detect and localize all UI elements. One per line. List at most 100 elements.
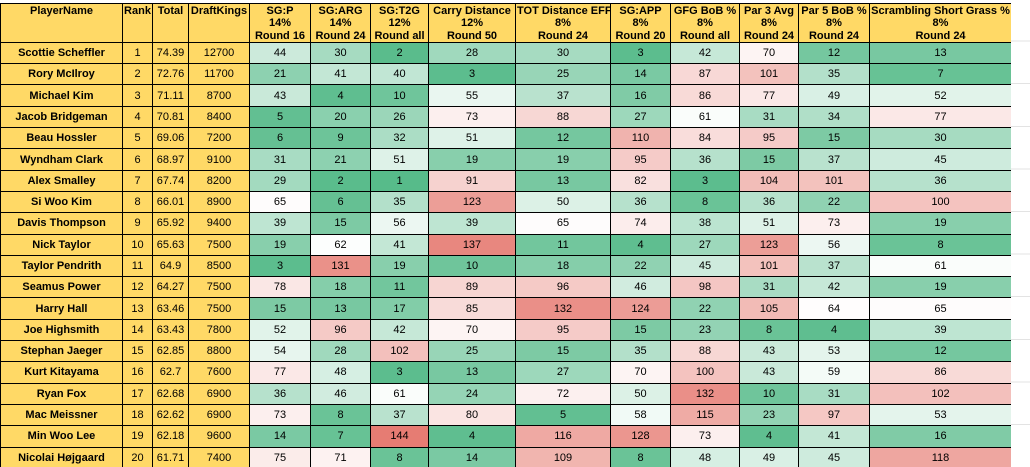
- stat-cell[interactable]: 48: [310, 361, 371, 384]
- stat-cell[interactable]: 36: [739, 190, 799, 214]
- rank-cell[interactable]: 16: [122, 361, 153, 384]
- rank-cell[interactable]: 11: [122, 254, 153, 278]
- stat-cell[interactable]: 16: [610, 84, 671, 107]
- stat-cell[interactable]: 39: [869, 318, 1012, 342]
- stat-cell[interactable]: 61: [869, 254, 1012, 278]
- player-name-cell[interactable]: Taylor Pendrith: [0, 254, 123, 278]
- stat-cell[interactable]: 5: [515, 403, 611, 427]
- stat-cell[interactable]: 61: [370, 382, 429, 405]
- stat-cell[interactable]: 70: [739, 41, 799, 65]
- draftkings-cell[interactable]: 7600: [188, 361, 250, 384]
- stat-cell[interactable]: 28: [310, 340, 371, 363]
- stat-cell[interactable]: 88: [515, 105, 611, 129]
- stat-cell[interactable]: 14: [610, 63, 671, 86]
- stat-cell[interactable]: 3: [249, 254, 311, 278]
- stat-cell[interactable]: 101: [739, 63, 799, 86]
- stat-cell[interactable]: 41: [310, 63, 371, 86]
- player-name-cell[interactable]: Seamus Power: [0, 276, 123, 299]
- stat-cell[interactable]: 100: [869, 190, 1012, 214]
- stat-cell[interactable]: 51: [428, 127, 516, 150]
- draftkings-cell[interactable]: 8500: [188, 254, 250, 278]
- stat-cell[interactable]: 35: [610, 340, 671, 363]
- stat-cell[interactable]: 22: [798, 190, 870, 214]
- player-name-cell[interactable]: Beau Hossler: [0, 127, 123, 150]
- stat-cell[interactable]: 80: [428, 403, 516, 427]
- stat-cell[interactable]: 101: [739, 254, 799, 278]
- draftkings-cell[interactable]: 9400: [188, 212, 250, 235]
- draftkings-cell[interactable]: 7500: [188, 233, 250, 256]
- stat-cell[interactable]: 15: [739, 148, 799, 171]
- stat-cell[interactable]: 29: [249, 169, 311, 192]
- stat-cell[interactable]: 56: [798, 233, 870, 256]
- stat-cell[interactable]: 9: [310, 127, 371, 150]
- player-name-cell[interactable]: Wyndham Clark: [0, 148, 123, 171]
- total-cell[interactable]: 68.97: [152, 148, 189, 171]
- header-stat-par-3-avg[interactable]: Par 3 Avg 8% Round 24: [739, 3, 799, 43]
- stat-cell[interactable]: 22: [610, 254, 671, 278]
- stat-cell[interactable]: 14: [428, 446, 516, 467]
- rank-cell[interactable]: 17: [122, 382, 153, 405]
- stat-cell[interactable]: 37: [370, 403, 429, 427]
- stat-cell[interactable]: 37: [515, 84, 611, 107]
- stat-cell[interactable]: 15: [515, 340, 611, 363]
- stat-cell[interactable]: 101: [798, 169, 870, 192]
- stat-cell[interactable]: 38: [670, 212, 740, 235]
- stat-cell[interactable]: 51: [370, 148, 429, 171]
- player-name-cell[interactable]: Scottie Scheffler: [0, 41, 123, 65]
- stat-cell[interactable]: 72: [515, 382, 611, 405]
- stat-cell[interactable]: 89: [428, 276, 516, 299]
- stat-cell[interactable]: 45: [869, 148, 1012, 171]
- total-cell[interactable]: 72.76: [152, 63, 189, 86]
- rank-cell[interactable]: 13: [122, 297, 153, 320]
- stat-cell[interactable]: 11: [515, 233, 611, 256]
- stat-cell[interactable]: 50: [515, 190, 611, 214]
- stat-cell[interactable]: 77: [739, 84, 799, 107]
- draftkings-cell[interactable]: 7200: [188, 127, 250, 150]
- player-name-cell[interactable]: Kurt Kitayama: [0, 361, 123, 384]
- player-name-cell[interactable]: Davis Thompson: [0, 212, 123, 235]
- stat-cell[interactable]: 1: [370, 169, 429, 192]
- draftkings-cell[interactable]: 8200: [188, 169, 250, 192]
- stat-cell[interactable]: 23: [670, 318, 740, 342]
- stat-cell[interactable]: 137: [428, 233, 516, 256]
- stat-cell[interactable]: 31: [739, 276, 799, 299]
- player-name-cell[interactable]: Nicolai Højgaard: [0, 446, 123, 467]
- rank-cell[interactable]: 14: [122, 318, 153, 342]
- total-cell[interactable]: 62.18: [152, 425, 189, 448]
- header-stat-carry-distance[interactable]: Carry Distance 12% Round 50: [428, 3, 516, 43]
- stat-cell[interactable]: 144: [370, 425, 429, 448]
- stat-cell[interactable]: 3: [428, 63, 516, 86]
- stat-cell[interactable]: 19: [869, 276, 1012, 299]
- stat-cell[interactable]: 4: [310, 84, 371, 107]
- total-cell[interactable]: 65.92: [152, 212, 189, 235]
- stat-cell[interactable]: 96: [310, 318, 371, 342]
- stat-cell[interactable]: 8: [739, 318, 799, 342]
- stat-cell[interactable]: 70: [610, 361, 671, 384]
- stat-cell[interactable]: 88: [670, 340, 740, 363]
- stat-cell[interactable]: 13: [428, 361, 516, 384]
- stat-cell[interactable]: 91: [428, 169, 516, 192]
- stat-cell[interactable]: 16: [869, 425, 1012, 448]
- stat-cell[interactable]: 82: [610, 169, 671, 192]
- stat-cell[interactable]: 84: [670, 127, 740, 150]
- draftkings-cell[interactable]: 8400: [188, 105, 250, 129]
- rank-cell[interactable]: 9: [122, 212, 153, 235]
- stat-cell[interactable]: 95: [610, 148, 671, 171]
- stat-cell[interactable]: 31: [798, 382, 870, 405]
- stat-cell[interactable]: 43: [739, 340, 799, 363]
- header-stat-par-5-bob[interactable]: Par 5 BoB % 8% Round 24: [798, 3, 870, 43]
- stat-cell[interactable]: 25: [515, 63, 611, 86]
- stat-cell[interactable]: 102: [869, 382, 1012, 405]
- stat-cell[interactable]: 8: [869, 233, 1012, 256]
- stat-cell[interactable]: 124: [610, 297, 671, 320]
- stat-cell[interactable]: 86: [670, 84, 740, 107]
- stat-cell[interactable]: 3: [610, 41, 671, 65]
- stat-cell[interactable]: 70: [428, 318, 516, 342]
- stat-cell[interactable]: 123: [739, 233, 799, 256]
- stat-cell[interactable]: 59: [798, 361, 870, 384]
- stat-cell[interactable]: 8: [610, 446, 671, 467]
- stat-cell[interactable]: 19: [515, 148, 611, 171]
- stat-cell[interactable]: 77: [249, 361, 311, 384]
- header-stat-sg-t2g[interactable]: SG:T2G 12% Round all: [370, 3, 429, 43]
- stat-cell[interactable]: 3: [670, 169, 740, 192]
